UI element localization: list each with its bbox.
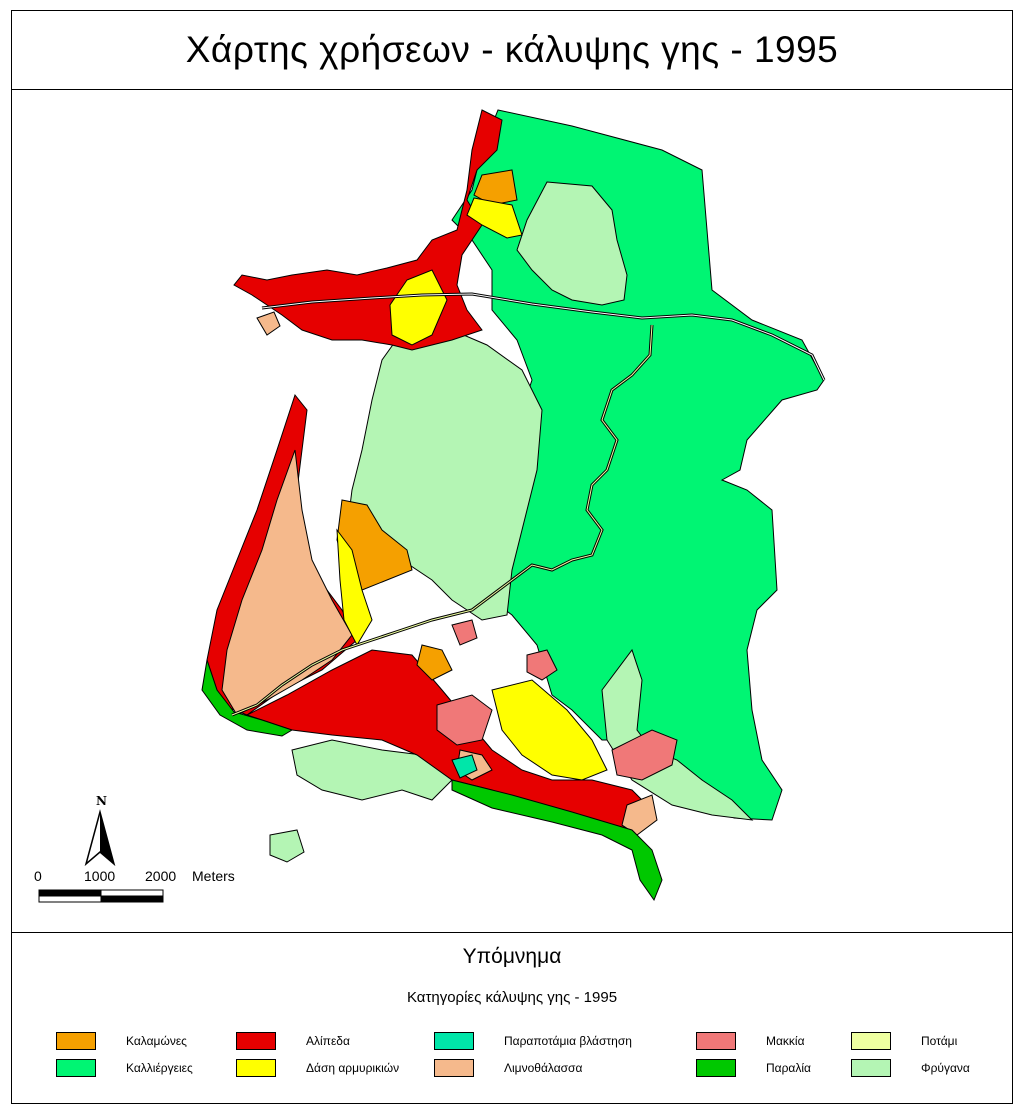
- scale-tick-2000: 2000: [145, 868, 177, 884]
- legend-subtitle: Κατηγορίες κάλυψης γης - 1995: [406, 989, 618, 1006]
- legend-swatch: [434, 1032, 474, 1050]
- legend-swatch: [851, 1059, 891, 1077]
- region-limno-se: [621, 794, 658, 836]
- scale-unit: Meters: [192, 868, 235, 884]
- title-band: Χάρτης χρήσεων - κάλυψης γης - 1995: [11, 10, 1013, 90]
- region-fryg-sw: [291, 739, 453, 801]
- legend-label: Παραποτάμια βλάστηση: [504, 1034, 632, 1048]
- region-makkia-1: [436, 694, 493, 746]
- scale-bar: 0 1000 2000 Meters: [30, 868, 270, 908]
- legend-swatch: [236, 1059, 276, 1077]
- land-cover-map: [201, 109, 826, 902]
- legend-item-dasi: Δάση αρμυρικιών: [236, 1058, 399, 1078]
- region-limno-small: [256, 311, 281, 336]
- region-makkia-2: [526, 649, 558, 681]
- legend-swatch: [236, 1032, 276, 1050]
- region-fryg-top: [516, 181, 628, 306]
- legend-label: Ποτάμι: [921, 1034, 958, 1048]
- legend-label: Παραλία: [766, 1061, 811, 1075]
- legend-swatch: [696, 1059, 736, 1077]
- legend-label: Φρύγανα: [921, 1061, 970, 1075]
- region-dasi-nw: [389, 269, 448, 346]
- region-dasi-n: [466, 197, 523, 239]
- region-makkia-3: [451, 619, 478, 646]
- region-fryg-islet: [269, 829, 305, 863]
- legend-item-alipeda: Αλίπεδα: [236, 1031, 350, 1051]
- legend-item-frygana: Φρύγανα: [851, 1058, 970, 1078]
- region-makkia-4: [611, 729, 678, 781]
- region-kalamones-s: [416, 644, 453, 681]
- legend-item-paralia: Παραλία: [696, 1058, 811, 1078]
- region-paralia-s: [451, 779, 663, 902]
- map-title: Χάρτης χρήσεων - κάλυψης γης - 1995: [185, 28, 839, 70]
- region-kalamones-n: [473, 169, 518, 206]
- legend-label: Λιμνοθάλασσα: [504, 1061, 583, 1075]
- legend: Υπόμνημα Κατηγορίες κάλυψης γης - 1995 Κ…: [11, 932, 1013, 1104]
- region-limno-w: [221, 449, 353, 716]
- scale-bar-graphic: [38, 889, 164, 903]
- region-parapotamia: [451, 754, 478, 779]
- north-arrow-label: N: [96, 794, 107, 808]
- legend-item-makkia: Μακκία: [696, 1031, 805, 1051]
- legend-swatch: [696, 1032, 736, 1050]
- legend-label: Μακκία: [766, 1034, 805, 1048]
- legend-label: Καλλιέργειες: [126, 1061, 193, 1075]
- region-dasi-c: [336, 528, 373, 647]
- scale-tick-0: 0: [34, 868, 42, 884]
- river-line-inner: [231, 324, 653, 716]
- legend-item-parapotamia: Παραποτάμια βλάστηση: [434, 1031, 632, 1051]
- scale-tick-1000: 1000: [84, 868, 116, 884]
- legend-item-kalliergeies: Καλλιέργειες: [56, 1058, 193, 1078]
- legend-label: Αλίπεδα: [306, 1034, 350, 1048]
- legend-item-kalamones: Καλαμώνες: [56, 1031, 187, 1051]
- map-frame: [11, 10, 1013, 1104]
- map-canvas[interactable]: [12, 90, 1012, 932]
- legend-swatch: [434, 1059, 474, 1077]
- legend-title: Υπόμνημα: [462, 945, 562, 968]
- region-paralia-w: [201, 659, 294, 737]
- legend-item-potami: Ποτάμι: [851, 1031, 957, 1051]
- legend-swatch: [56, 1059, 96, 1077]
- legend-swatch: [851, 1032, 891, 1050]
- region-dasi-s: [491, 679, 608, 781]
- canal-line-inner: [261, 293, 825, 381]
- legend-swatch: [56, 1032, 96, 1050]
- legend-label: Καλαμώνες: [126, 1034, 187, 1048]
- legend-item-limnothalassa: Λιμνοθάλασσα: [434, 1058, 582, 1078]
- north-arrow: N: [78, 792, 124, 872]
- legend-label: Δάση αρμυρικιών: [306, 1061, 400, 1075]
